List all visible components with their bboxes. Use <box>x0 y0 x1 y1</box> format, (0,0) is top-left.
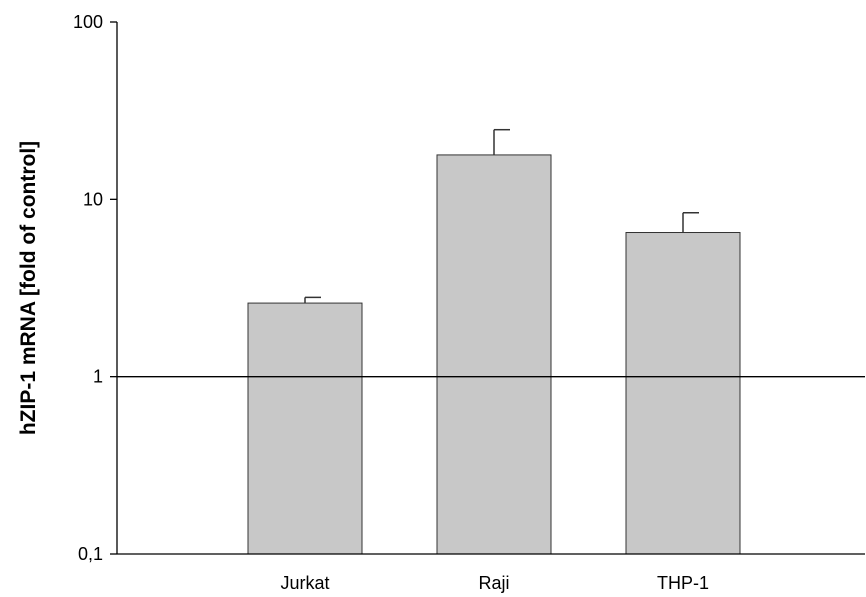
y-tick-label: 0,1 <box>78 544 103 564</box>
y-tick-label: 100 <box>73 12 103 32</box>
y-tick-label: 1 <box>93 367 103 387</box>
bar-thp-1 <box>625 232 741 555</box>
bar-jurkat <box>247 302 363 555</box>
y-tick-label: 10 <box>83 189 103 209</box>
y-ticks-group: 0,1 1 10 100 <box>73 12 117 564</box>
x-tick-label: THP-1 <box>657 573 709 593</box>
y-axis-title: hZIP-1 mRNA [fold of control] <box>17 141 40 435</box>
error-bars-group <box>304 128 699 304</box>
x-ticks-group: Jurkat Raji THP-1 <box>280 573 709 593</box>
bars-group <box>247 154 741 555</box>
bar-raji <box>436 154 552 555</box>
x-tick-label: Raji <box>478 573 509 593</box>
x-tick-label: Jurkat <box>280 573 329 593</box>
